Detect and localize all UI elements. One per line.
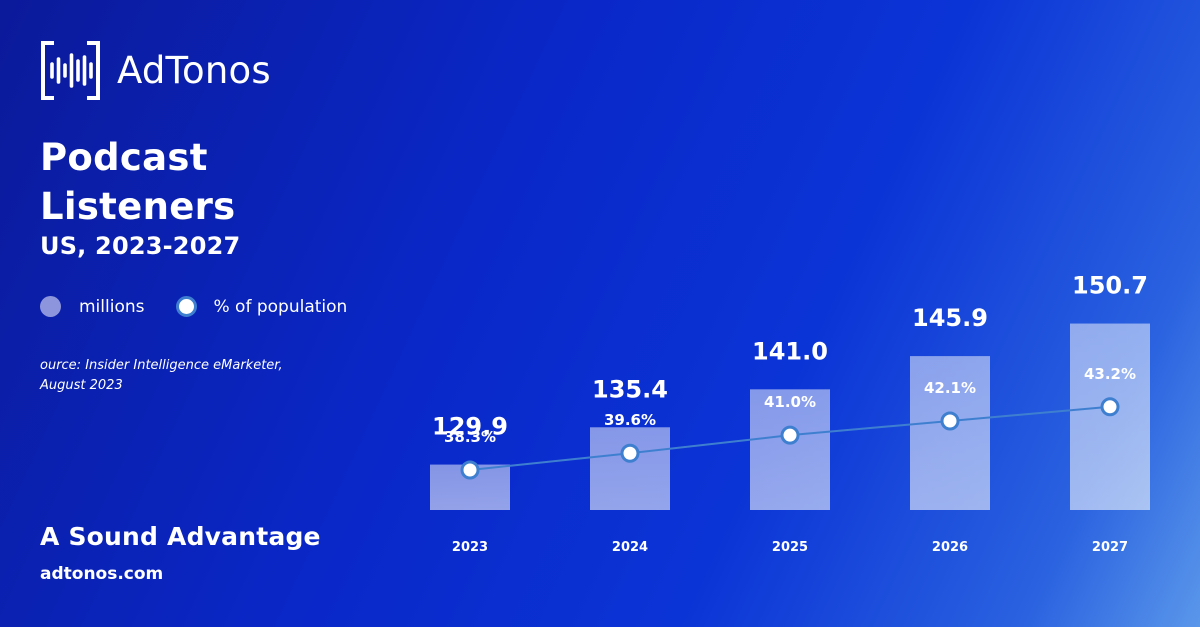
tagline: A Sound Advantage <box>40 522 321 551</box>
point-value-label-2025: 41.0% <box>764 393 816 411</box>
chart-legend: millions % of population <box>40 296 347 317</box>
bar-2027 <box>1070 323 1150 510</box>
title-line-2: Listeners <box>40 185 236 228</box>
x-tick-label-2023: 2023 <box>452 540 488 555</box>
title-line-1: Podcast <box>40 136 208 179</box>
brand-logo: AdTonos <box>40 40 271 101</box>
point-value-label-2026: 42.1% <box>924 379 976 397</box>
x-tick-label-2025: 2025 <box>772 540 808 555</box>
page-title: Podcast Listeners <box>40 133 235 231</box>
bar-value-label-2025: 141.0 <box>752 337 828 365</box>
point-2026 <box>940 411 960 431</box>
x-tick-label-2026: 2026 <box>932 540 968 555</box>
source-note: ource: Insider Intelligence eMarketer, A… <box>40 356 283 396</box>
point-value-label-2023: 38.3% <box>444 428 496 446</box>
x-tick-label-2024: 2024 <box>612 540 648 555</box>
legend-line-label: % of population <box>213 296 348 317</box>
legend-line-swatch <box>175 296 197 317</box>
point-2023 <box>460 460 480 480</box>
point-2027 <box>1100 397 1120 417</box>
bar-value-label-2024: 135.4 <box>592 375 668 403</box>
bar-2025 <box>750 389 830 510</box>
point-2025 <box>780 425 800 445</box>
point-2024 <box>620 443 640 463</box>
legend-bar-label: millions <box>79 296 145 317</box>
bar-2026 <box>910 356 990 510</box>
legend-bar-swatch <box>40 296 61 317</box>
brand-name: AdTonos <box>117 49 271 92</box>
bar-value-label-2027: 150.7 <box>1072 272 1148 300</box>
page-subtitle: US, 2023-2027 <box>40 232 241 260</box>
bar-value-label-2026: 145.9 <box>912 304 988 332</box>
point-value-label-2024: 39.6% <box>604 411 656 429</box>
bar-2024 <box>590 427 670 510</box>
x-tick-label-2027: 2027 <box>1092 540 1128 555</box>
sound-wave-logo-icon <box>41 41 100 100</box>
source-line-2: August 2023 <box>40 378 123 393</box>
website-link[interactable]: adtonos.com <box>40 564 164 584</box>
point-value-label-2027: 43.2% <box>1084 365 1136 383</box>
source-line-1: ource: Insider Intelligence eMarketer, <box>40 358 283 373</box>
bar-value-label-2023: 129.9 <box>432 413 508 441</box>
